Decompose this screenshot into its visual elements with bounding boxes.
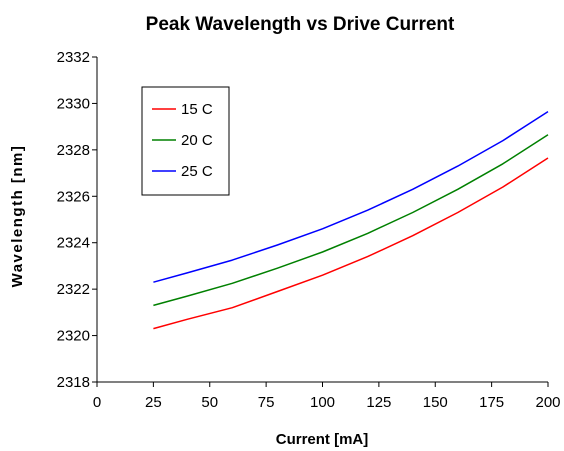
series-lines — [153, 110, 549, 330]
x-tick-label: 50 — [201, 394, 218, 411]
y-tick-label: 2332 — [57, 49, 90, 66]
y-tick-label: 2324 — [57, 235, 90, 252]
y-tick-label: 2326 — [57, 188, 90, 205]
series-line-25-c — [153, 110, 549, 283]
legend: 15 C 20 C 25 C — [141, 86, 230, 196]
x-tick-label: 125 — [366, 394, 391, 411]
x-tick-label: 200 — [535, 394, 560, 411]
x-tick-label: 175 — [479, 394, 504, 411]
y-tick-label: 2330 — [57, 95, 90, 112]
y-axis-label: Wavelength [nm] — [9, 145, 26, 288]
y-tick-label: 2320 — [57, 328, 90, 345]
series-line-15-c — [153, 157, 549, 330]
x-axis-label: Current [mA] — [276, 431, 369, 448]
x-axis-ticks: 0 25 50 75 100 125 150 175 200 — [93, 382, 561, 411]
y-tick-label: 2322 — [57, 281, 90, 298]
x-tick-label: 150 — [423, 394, 448, 411]
x-tick-label: 75 — [258, 394, 275, 411]
x-tick-label: 100 — [310, 394, 335, 411]
y-tick-label: 2318 — [57, 374, 90, 391]
x-tick-label: 0 — [93, 394, 101, 411]
y-axis-ticks: 2318 2320 2322 2324 2326 2328 2330 2332 — [57, 49, 97, 391]
plot-area: 2318 2320 2322 2324 2326 2328 2330 2332 0 25 50 75… — [57, 49, 561, 411]
chart-title: Peak Wavelength vs Drive Current — [146, 14, 455, 35]
legend-label: 15 C — [181, 101, 213, 118]
legend-label: 25 C — [181, 163, 213, 180]
y-tick-label: 2328 — [57, 142, 90, 159]
legend-box — [141, 86, 230, 196]
legend-label: 20 C — [181, 132, 213, 149]
series-line-20-c — [153, 134, 549, 307]
x-tick-label: 25 — [145, 394, 162, 411]
